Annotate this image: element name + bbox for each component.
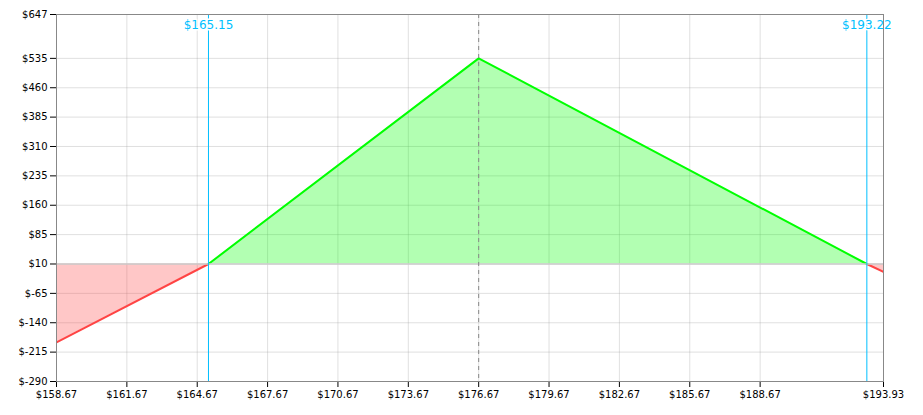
svg-text:$385: $385	[22, 111, 47, 122]
svg-text:$-65: $-65	[25, 288, 48, 299]
svg-text:$182.67: $182.67	[599, 389, 640, 400]
svg-text:$85: $85	[28, 229, 47, 240]
svg-text:$176.67: $176.67	[458, 389, 499, 400]
svg-text:$-215: $-215	[18, 346, 47, 357]
svg-text:$-140: $-140	[18, 317, 47, 328]
svg-text:$179.67: $179.67	[528, 389, 569, 400]
svg-text:$173.67: $173.67	[388, 389, 429, 400]
svg-text:$-290: $-290	[18, 376, 47, 387]
svg-text:$188.67: $188.67	[739, 389, 780, 400]
svg-text:$10: $10	[28, 258, 47, 269]
svg-text:$165.15: $165.15	[184, 18, 234, 32]
svg-text:$158.67: $158.67	[36, 389, 77, 400]
svg-text:$167.67: $167.67	[247, 389, 288, 400]
svg-text:$185.67: $185.67	[669, 389, 710, 400]
svg-text:$647: $647	[22, 9, 47, 20]
svg-text:$193.93: $193.93	[863, 389, 904, 400]
svg-text:$170.67: $170.67	[317, 389, 358, 400]
svg-text:$535: $535	[22, 53, 47, 64]
svg-text:$460: $460	[22, 82, 47, 93]
svg-text:$235: $235	[22, 170, 47, 181]
svg-text:$164.67: $164.67	[177, 389, 218, 400]
svg-text:$310: $310	[22, 141, 47, 152]
svg-text:$193.22: $193.22	[842, 18, 892, 32]
svg-text:$161.67: $161.67	[106, 389, 147, 400]
svg-text:$160: $160	[22, 199, 47, 210]
